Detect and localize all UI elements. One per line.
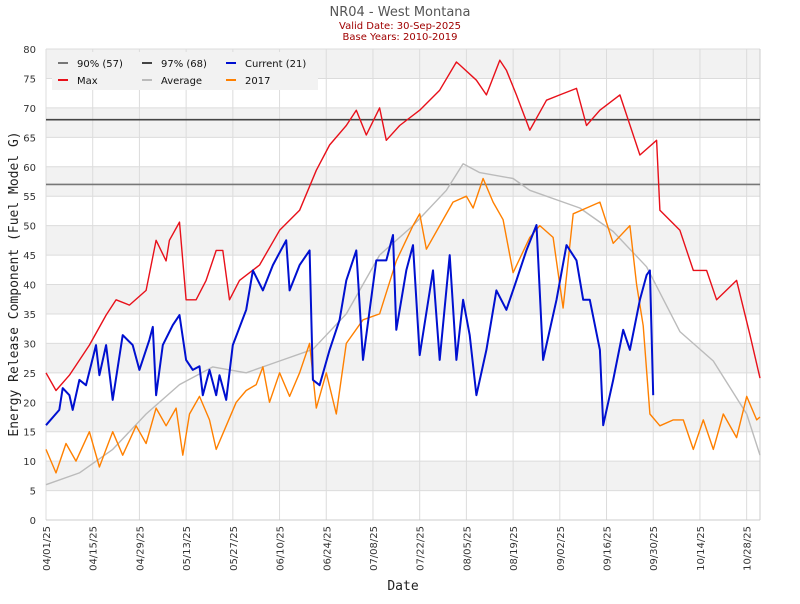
y-tick-label: 15: [23, 428, 36, 439]
y-tick-label: 10: [23, 457, 36, 468]
grid-band: [46, 225, 760, 256]
legend-label: Current (21): [245, 59, 306, 70]
y-tick-label: 40: [23, 281, 36, 292]
chart-subtitle-base-years: Base Years: 2010-2019: [343, 32, 458, 43]
x-tick-label: 10/14/25: [696, 526, 707, 571]
x-tick-label: 08/19/25: [509, 526, 520, 571]
grid-band: [46, 402, 760, 432]
y-tick-label: 80: [23, 45, 36, 56]
legend-label: 97% (68): [161, 59, 207, 70]
x-axis-label: Date: [387, 579, 418, 594]
y-tick-label: 35: [23, 310, 36, 321]
y-tick-label: 55: [23, 192, 36, 203]
series-line-max: [45, 59, 761, 392]
grid-band: [46, 166, 760, 197]
y-tick-label: 60: [23, 163, 36, 174]
x-tick-label: 09/16/25: [603, 526, 614, 571]
y-tick-label: 30: [23, 339, 36, 350]
grid-band: [46, 343, 760, 373]
x-tick-label: 05/27/25: [229, 526, 240, 571]
grid-band: [46, 461, 760, 491]
y-tick-label: 25: [23, 369, 36, 380]
legend: 90% (57) 97% (68) Current (21) Max Average 20…: [52, 52, 318, 90]
series-line-average: [45, 163, 761, 486]
y-axis-label: Energy Release Component (Fuel Model G): [7, 131, 22, 436]
y-tick-label: 50: [23, 222, 36, 233]
x-tick-label: 08/05/25: [462, 526, 473, 571]
x-tick-label: 06/10/25: [276, 526, 287, 571]
y-tick-label: 70: [23, 104, 36, 115]
x-tick-label: 10/28/25: [743, 526, 754, 571]
y-tick-label: 65: [23, 133, 36, 144]
y-tick-label: 45: [23, 251, 36, 262]
legend-label: Max: [77, 76, 98, 87]
y-tick-label: 0: [30, 516, 36, 527]
x-tick-label: 09/30/25: [649, 526, 660, 571]
chart-subtitle-valid-date: Valid Date: 30-Sep-2025: [339, 21, 461, 32]
series-line-current-21: [45, 224, 655, 427]
series-line-2017: [45, 177, 761, 474]
x-tick-label: 05/13/25: [182, 526, 193, 571]
x-tick-label: 04/01/25: [42, 526, 53, 571]
x-tick-label: 07/08/25: [369, 526, 380, 571]
x-tick-label: 07/22/25: [416, 526, 427, 571]
legend-box: [52, 52, 318, 90]
x-tick-label: 04/15/25: [89, 526, 100, 571]
x-tick-label: 06/24/25: [322, 526, 333, 571]
y-tick-label: 20: [23, 398, 36, 409]
y-tick-label: 75: [23, 74, 36, 85]
x-tick-label: 04/29/25: [135, 526, 146, 571]
y-tick-label: 5: [30, 487, 36, 498]
x-tick-label: 09/02/25: [556, 526, 567, 571]
chart-title: NR04 - West Montana: [329, 5, 470, 20]
legend-label: Average: [161, 76, 202, 87]
legend-label: 2017: [245, 76, 270, 87]
legend-label: 90% (57): [77, 59, 123, 70]
